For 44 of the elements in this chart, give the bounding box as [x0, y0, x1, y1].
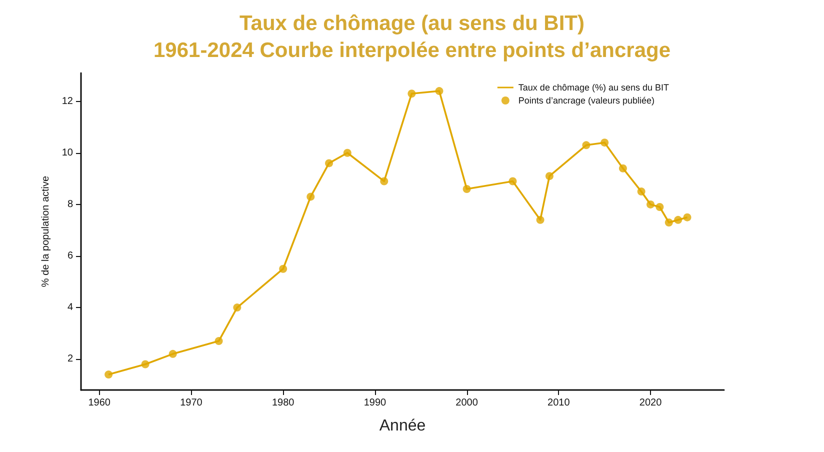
point: [233, 304, 242, 312]
y-tick-label: 12: [62, 96, 74, 107]
x-tick-label: 2010: [548, 398, 570, 408]
point: [279, 264, 288, 273]
point: [141, 360, 150, 368]
point: [600, 138, 609, 147]
point: [656, 203, 664, 212]
chart-title: Taux de chômage (au sens du BIT): [239, 12, 585, 35]
x-axis-title: Année: [379, 418, 426, 434]
y-tick-label: 6: [67, 250, 74, 262]
point: [618, 164, 627, 172]
point: [683, 213, 692, 222]
y-tick-label: 2: [67, 354, 74, 365]
x-tick-label: 2020: [639, 398, 662, 408]
legend-label: Taux de chômage (%) au sens du BIT: [518, 82, 670, 92]
point: [214, 337, 223, 346]
legend-label: Points d’ancrage (valeurs publiée): [518, 96, 654, 106]
x-tick-label: 1980: [272, 398, 295, 408]
point: [674, 216, 682, 224]
point: [408, 90, 416, 98]
point: [664, 218, 673, 226]
x-tick-label: 1970: [180, 398, 203, 408]
point: [508, 177, 517, 186]
chart-subtitle: 1961-2024 Courbe interpolée entre points d’ancrage: [153, 39, 671, 62]
x-tick-label: 1960: [88, 398, 111, 408]
point: [545, 172, 554, 180]
x-tick-label: 2000: [456, 398, 478, 408]
x-tick-label: 1990: [364, 398, 386, 408]
y-tick-label: 4: [67, 302, 74, 314]
point: [536, 216, 544, 224]
point: [646, 200, 655, 208]
point: [637, 188, 646, 196]
point: [343, 148, 352, 157]
point: [325, 159, 334, 168]
y-axis-title: % de la population active: [40, 175, 52, 288]
point: [462, 184, 471, 193]
point: [435, 87, 444, 96]
point: [380, 177, 388, 186]
point: [582, 141, 590, 150]
point: [306, 192, 315, 201]
y-tick-label: 8: [67, 198, 74, 210]
point: [104, 370, 113, 379]
point: [168, 350, 177, 358]
y-tick-label: 10: [62, 147, 74, 158]
